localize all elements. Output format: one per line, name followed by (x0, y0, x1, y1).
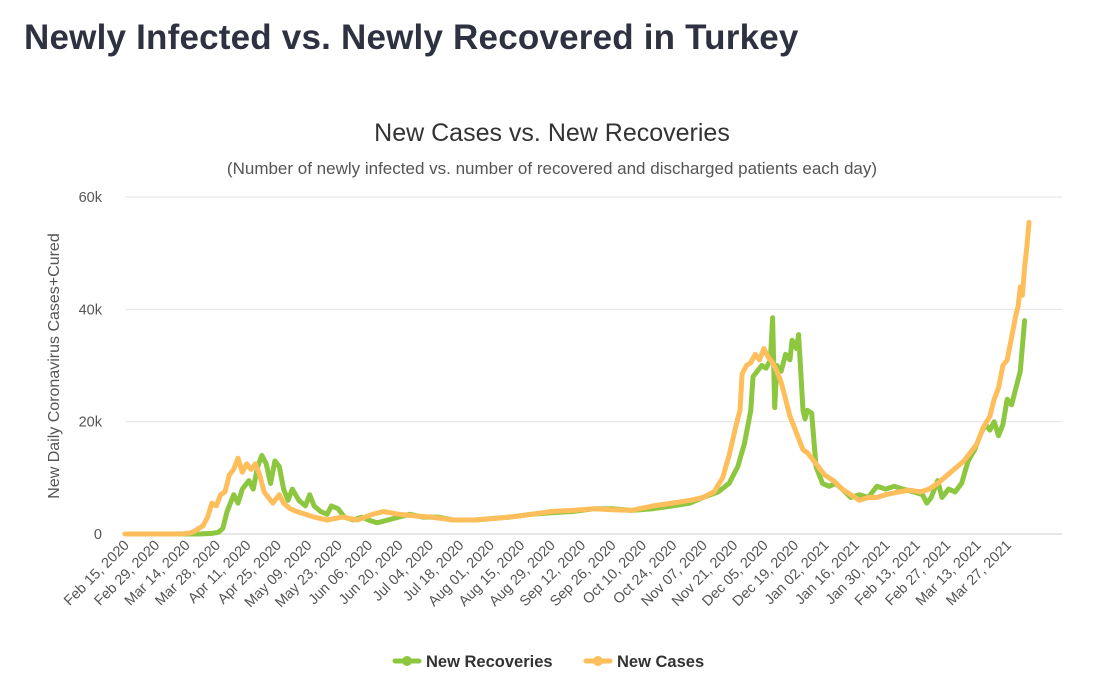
page-heading: Newly Infected vs. Newly Recovered in Tu… (24, 18, 799, 57)
y-axis-ticks: 0 20k 40k 60k (79, 190, 103, 543)
legend-label: New Cases (617, 653, 704, 671)
legend-label: New Recoveries (426, 653, 553, 671)
legend: New Recoveries New Cases (392, 653, 704, 671)
series-line-new-cases (122, 219, 1032, 537)
y-axis-label: New Daily Coronavirus Cases+Cured (46, 233, 63, 498)
y-tick-label: 40k (79, 302, 103, 318)
legend-marker (593, 656, 603, 666)
chart-title: New Cases vs. New Recoveries (374, 119, 730, 147)
series-line-new-recoveries (122, 315, 1028, 537)
series-lines (122, 219, 1032, 537)
grid-lines (125, 196, 1062, 535)
legend-marker (402, 656, 412, 666)
legend-item-new-cases: New Cases (583, 653, 704, 671)
y-tick-label: 20k (79, 415, 103, 431)
y-tick-label: 60k (79, 190, 103, 206)
legend-item-new-recoveries: New Recoveries (392, 653, 553, 671)
y-tick-label: 0 (94, 527, 102, 543)
chart-subtitle: (Number of newly infected vs. number of … (227, 159, 877, 178)
